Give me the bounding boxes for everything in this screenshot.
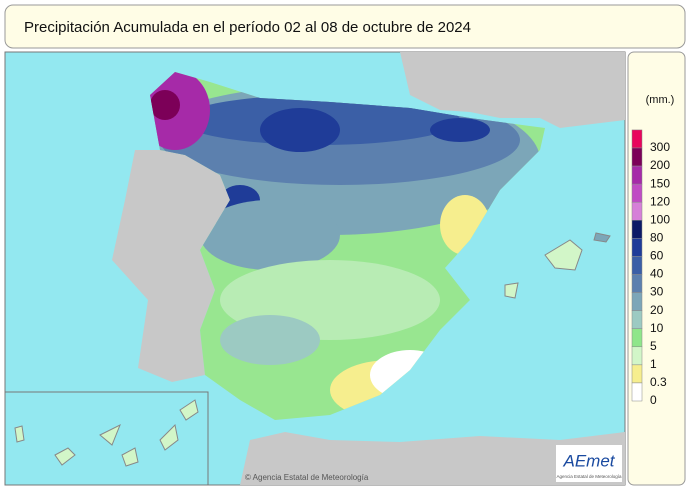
island	[179, 399, 199, 421]
balearics	[593, 232, 611, 243]
precip-area	[150, 90, 180, 120]
legend-swatch	[631, 129, 643, 149]
logo-box	[556, 445, 622, 482]
canary-islands	[14, 399, 199, 467]
title: Precipitación Acumulada en el período 02…	[24, 19, 471, 36]
precip-area	[220, 315, 320, 365]
island	[99, 423, 121, 446]
precip-area	[200, 200, 340, 270]
precip-area	[260, 108, 340, 152]
island	[54, 447, 76, 466]
legend-label: 1	[650, 357, 657, 371]
legend-label: 80	[650, 231, 664, 245]
france	[240, 52, 625, 128]
legend-swatch	[631, 183, 643, 203]
legend-swatch	[631, 310, 643, 329]
legend-swatch	[631, 274, 643, 293]
island	[159, 423, 179, 451]
island	[121, 447, 139, 467]
legend-swatch	[631, 147, 643, 167]
legend-label: 100	[650, 212, 670, 226]
italy	[560, 52, 625, 110]
legend-swatch	[631, 201, 643, 221]
legend-swatch	[631, 382, 643, 402]
legend-label: 0.3	[650, 375, 667, 389]
title-box	[4, 4, 686, 49]
legend-label: 10	[650, 321, 664, 335]
legend-swatch	[631, 220, 643, 239]
legend-label: 300	[650, 140, 670, 154]
legend-swatch	[631, 328, 643, 348]
legend-label: 40	[650, 267, 664, 281]
legend-label: 60	[650, 249, 664, 263]
precip-area	[430, 118, 490, 142]
legend-label: 0	[650, 393, 657, 407]
legend-label: 150	[650, 176, 670, 190]
balearics	[544, 239, 583, 271]
credit: © Agencia Estatal de Meteorología	[245, 473, 369, 482]
legend-label: 30	[650, 285, 664, 299]
legend-swatch	[631, 165, 643, 185]
legend-label: 200	[650, 158, 670, 172]
legend-swatch	[631, 346, 643, 366]
africa	[240, 432, 625, 485]
legend-swatch	[631, 292, 643, 311]
balearics	[504, 282, 519, 299]
island	[14, 425, 25, 443]
legend-label: 120	[650, 194, 670, 208]
legend-swatch	[631, 364, 643, 384]
logo-subtitle: Agencia Estatal de Meteorología	[556, 474, 622, 479]
legend-label: 20	[650, 303, 664, 317]
legend: 300 200 150 120 100 80 60 40 30 20 10 5 1 0.3 0	[631, 129, 670, 407]
map: © Agencia Estatal de Meteorología AEmet …	[4, 51, 626, 486]
legend-label: 5	[650, 339, 657, 353]
portugal	[112, 150, 230, 382]
legend-swatch	[631, 256, 643, 275]
logo: AEmet	[562, 451, 615, 470]
legend-swatch	[631, 238, 643, 257]
legend-unit: (mm.)	[646, 94, 675, 106]
